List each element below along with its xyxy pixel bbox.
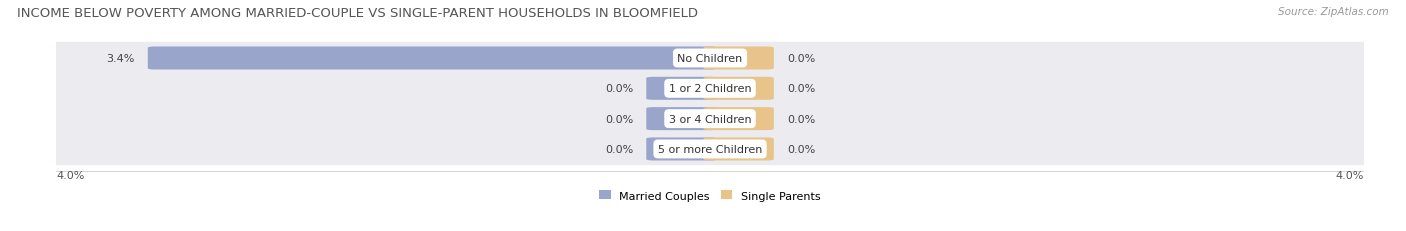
FancyBboxPatch shape xyxy=(647,108,717,131)
FancyBboxPatch shape xyxy=(647,138,717,161)
Text: 3.4%: 3.4% xyxy=(107,54,135,64)
FancyBboxPatch shape xyxy=(37,103,1384,135)
Text: 5 or more Children: 5 or more Children xyxy=(658,144,762,154)
Text: 0.0%: 0.0% xyxy=(787,84,815,94)
Text: 0.0%: 0.0% xyxy=(605,114,633,124)
Text: 4.0%: 4.0% xyxy=(56,171,84,181)
FancyBboxPatch shape xyxy=(703,47,773,70)
Text: 4.0%: 4.0% xyxy=(1336,171,1364,181)
Text: 0.0%: 0.0% xyxy=(787,54,815,64)
Text: 0.0%: 0.0% xyxy=(605,84,633,94)
Text: No Children: No Children xyxy=(678,54,742,64)
FancyBboxPatch shape xyxy=(647,77,717,100)
Text: 0.0%: 0.0% xyxy=(605,144,633,154)
Text: INCOME BELOW POVERTY AMONG MARRIED-COUPLE VS SINGLE-PARENT HOUSEHOLDS IN BLOOMFI: INCOME BELOW POVERTY AMONG MARRIED-COUPL… xyxy=(17,7,697,20)
FancyBboxPatch shape xyxy=(37,73,1384,105)
FancyBboxPatch shape xyxy=(148,47,717,70)
FancyBboxPatch shape xyxy=(37,133,1384,165)
Text: 3 or 4 Children: 3 or 4 Children xyxy=(669,114,751,124)
FancyBboxPatch shape xyxy=(703,138,773,161)
Text: 0.0%: 0.0% xyxy=(787,144,815,154)
FancyBboxPatch shape xyxy=(703,77,773,100)
FancyBboxPatch shape xyxy=(37,43,1384,75)
Legend: Married Couples, Single Parents: Married Couples, Single Parents xyxy=(595,186,825,205)
Text: Source: ZipAtlas.com: Source: ZipAtlas.com xyxy=(1278,7,1389,17)
Text: 0.0%: 0.0% xyxy=(787,114,815,124)
Text: 1 or 2 Children: 1 or 2 Children xyxy=(669,84,751,94)
FancyBboxPatch shape xyxy=(703,108,773,131)
